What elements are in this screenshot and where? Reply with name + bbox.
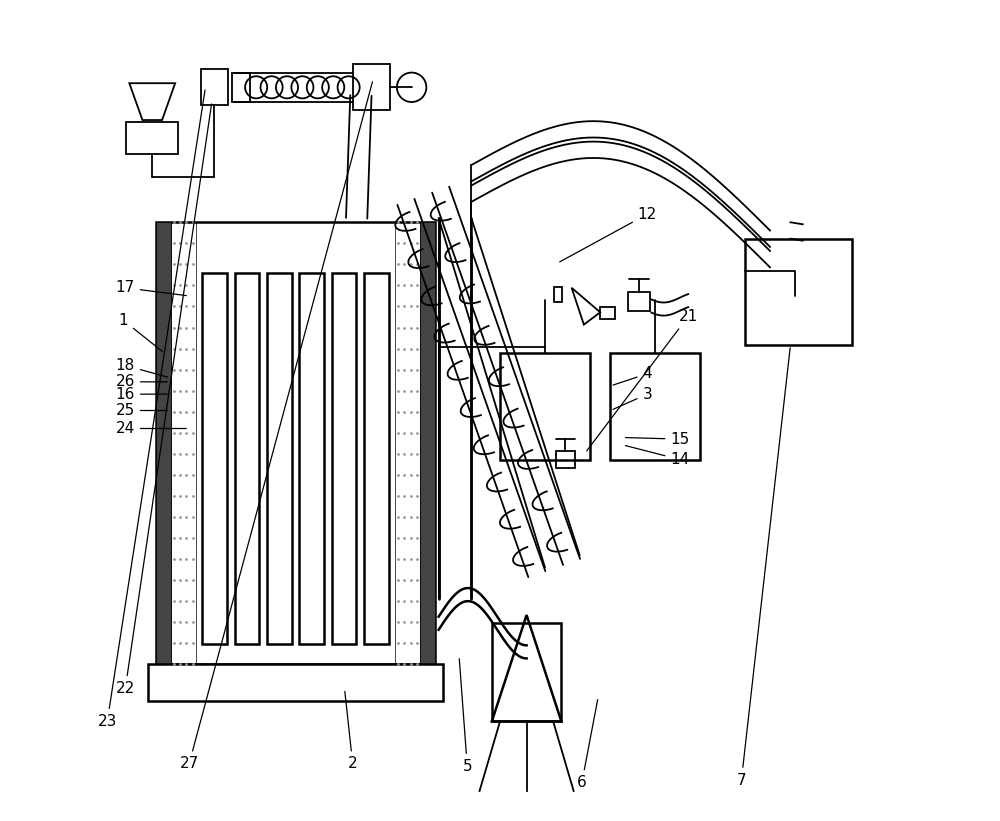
Text: 14: 14 [625, 446, 690, 467]
Bar [610, 353, 700, 460]
Text: 22: 22 [116, 104, 212, 696]
Text: 4: 4 [613, 366, 652, 385]
Bar [420, 222, 435, 664]
Bar [353, 64, 390, 110]
Bar [600, 306, 615, 319]
Text: 16: 16 [116, 387, 167, 401]
Text: 1: 1 [119, 313, 162, 351]
Text: 15: 15 [626, 432, 690, 447]
Bar [126, 122, 178, 154]
Text: 21: 21 [587, 309, 698, 451]
Bar [156, 222, 435, 664]
Text: 2: 2 [345, 691, 358, 772]
Bar [232, 72, 250, 102]
Text: 23: 23 [98, 90, 205, 729]
Text: 17: 17 [116, 280, 186, 296]
Bar [267, 273, 292, 644]
Text: 7: 7 [737, 348, 790, 788]
Bar [364, 273, 389, 644]
Bar [156, 222, 171, 664]
Bar [628, 291, 650, 311]
Text: 27: 27 [179, 82, 372, 772]
Text: 24: 24 [116, 421, 186, 436]
Bar [235, 273, 259, 644]
Bar [500, 353, 590, 460]
Bar [395, 222, 420, 664]
Bar [201, 69, 228, 105]
Text: 26: 26 [116, 374, 167, 389]
Bar [299, 273, 324, 644]
Text: 6: 6 [577, 699, 598, 791]
Text: 5: 5 [459, 658, 472, 774]
Bar [202, 273, 227, 644]
Bar [332, 273, 356, 644]
Text: 25: 25 [116, 403, 167, 418]
Bar [148, 664, 443, 701]
Bar [492, 623, 561, 722]
Text: 18: 18 [116, 358, 168, 377]
Bar [171, 222, 196, 664]
Text: 12: 12 [560, 207, 657, 262]
Bar [556, 452, 575, 468]
Bar [745, 239, 852, 345]
Bar [554, 287, 562, 301]
Text: 3: 3 [613, 387, 652, 410]
